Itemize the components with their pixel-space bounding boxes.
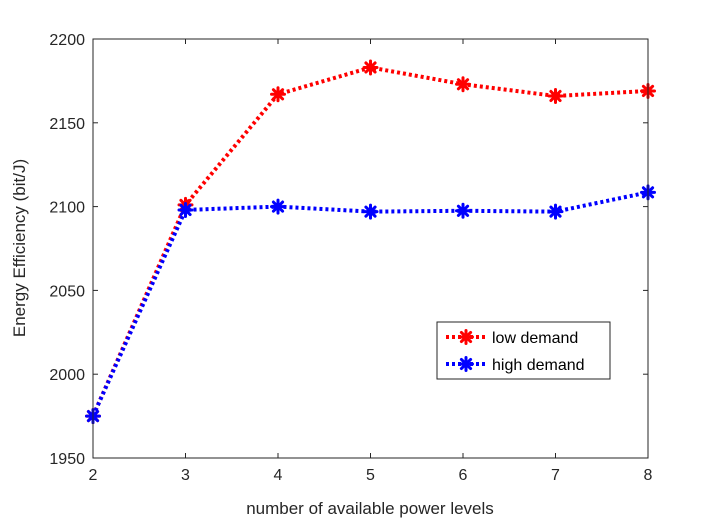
y-tick-label: 2050	[49, 283, 85, 300]
y-axis: 1950 2000 2050 2100 2150 2200	[49, 32, 648, 468]
data-point	[362, 59, 379, 76]
x-tick-label: 2	[89, 467, 98, 484]
y-tick-label: 2000	[49, 367, 85, 384]
y-tick-label: 2200	[49, 32, 85, 49]
legend-marker-sample	[458, 356, 474, 372]
y-tick-label: 2150	[49, 116, 85, 133]
x-tick-label: 8	[644, 467, 653, 484]
legend-label: low demand	[492, 330, 578, 347]
data-point	[362, 203, 379, 220]
x-axis: 2 3 4 5 6 7 8	[89, 39, 653, 484]
y-axis-title: Energy Efficiency (bit/J)	[10, 159, 29, 337]
data-point	[455, 76, 471, 93]
x-axis-title: number of available power levels	[246, 499, 494, 518]
legend-marker-sample	[458, 329, 474, 345]
legend-entry: high demand	[446, 356, 585, 374]
legend-label: high demand	[492, 357, 585, 374]
plot-area	[93, 39, 648, 458]
y-tick-label: 2100	[49, 200, 85, 217]
data-point	[547, 203, 564, 220]
x-tick-label: 7	[551, 467, 560, 484]
x-tick-label: 4	[274, 467, 283, 484]
data-point	[270, 198, 286, 215]
data-point	[177, 201, 194, 218]
x-tick-label: 5	[366, 467, 375, 484]
x-tick-label: 3	[181, 467, 190, 484]
y-tick-label: 1950	[49, 451, 85, 468]
data-point	[547, 87, 564, 104]
data-point	[455, 202, 471, 219]
legend: low demand high demand	[436, 321, 611, 380]
data-point	[270, 86, 286, 103]
legend-entry: low demand	[446, 329, 578, 347]
x-tick-label: 6	[459, 467, 468, 484]
